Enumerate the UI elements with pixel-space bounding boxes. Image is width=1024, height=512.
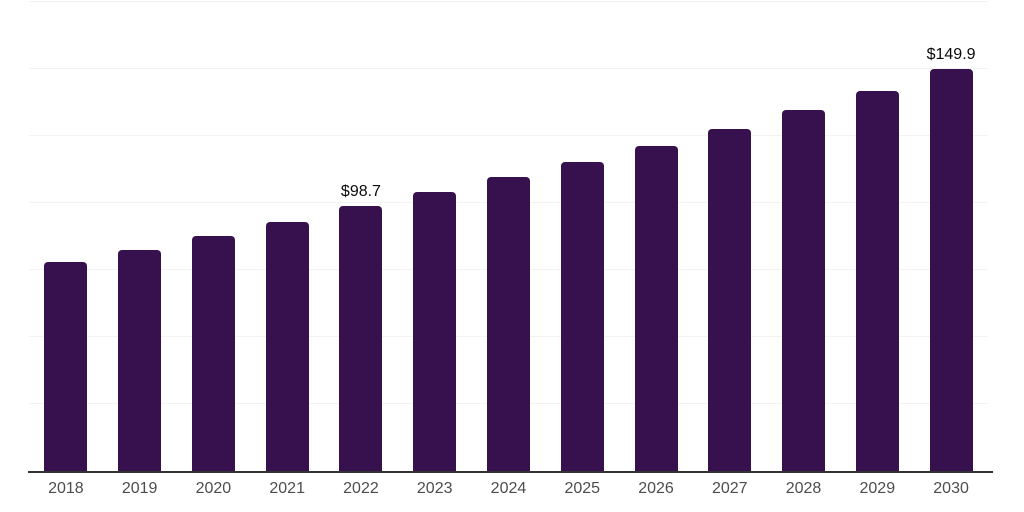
x-tick-label: 2030 xyxy=(933,480,969,497)
x-tick-label: 2023 xyxy=(416,480,453,497)
bar-2022 xyxy=(339,206,383,471)
x-tick-label: 2025 xyxy=(564,480,601,497)
bars-layer: $98.7 $149.9 xyxy=(29,2,988,471)
x-tick-label: 2027 xyxy=(711,480,748,497)
bar-2027 xyxy=(708,128,752,471)
x-tick-label: 2028 xyxy=(785,480,822,497)
gridline xyxy=(29,135,988,136)
x-tick-label: 2022 xyxy=(343,480,379,497)
bar-value-label: $149.9 xyxy=(926,46,976,64)
bar-2024 xyxy=(486,177,530,471)
x-tick-label: 2024 xyxy=(490,480,527,497)
bar-band xyxy=(840,2,914,471)
gridline xyxy=(29,1,988,2)
bar-band xyxy=(398,2,472,471)
plot-area: $98.7 $149.9 xyxy=(29,1,988,471)
x-tick-label: 2029 xyxy=(859,480,896,497)
x-tick-label: 2020 xyxy=(195,480,232,497)
bar-2023 xyxy=(413,191,457,471)
bar-2019 xyxy=(118,250,162,471)
bar-value-label: $98.7 xyxy=(340,183,381,201)
x-tick-label: 2019 xyxy=(121,480,158,497)
bar-2026 xyxy=(634,145,678,471)
bar-2020 xyxy=(191,236,235,471)
gridline xyxy=(29,68,988,69)
bar-2025 xyxy=(560,162,604,471)
x-axis-line xyxy=(28,471,993,473)
bar-band: $149.9 xyxy=(914,2,988,471)
bar-2018 xyxy=(44,262,88,471)
bar-2028 xyxy=(782,110,826,471)
bar-band: $98.7 xyxy=(324,2,398,471)
x-tick-label: 2018 xyxy=(48,480,84,497)
x-tick-label: 2026 xyxy=(638,480,674,497)
bar-2021 xyxy=(265,221,309,471)
bar-band xyxy=(472,2,546,471)
bar-band xyxy=(103,2,177,471)
bar-band xyxy=(250,2,324,471)
bar-band xyxy=(177,2,251,471)
x-tick-label: 2021 xyxy=(269,480,305,497)
x-axis-tick-labels: 2018 2019 2020 2021 2022 2023 2024 2025 2026 2027… xyxy=(29,480,988,498)
bar-2029 xyxy=(855,90,899,471)
bar-band xyxy=(767,2,841,471)
bar-band xyxy=(619,2,693,471)
bar-band xyxy=(29,2,103,471)
bar-band xyxy=(693,2,767,471)
bar-2030 xyxy=(929,69,973,471)
bar-band xyxy=(545,2,619,471)
